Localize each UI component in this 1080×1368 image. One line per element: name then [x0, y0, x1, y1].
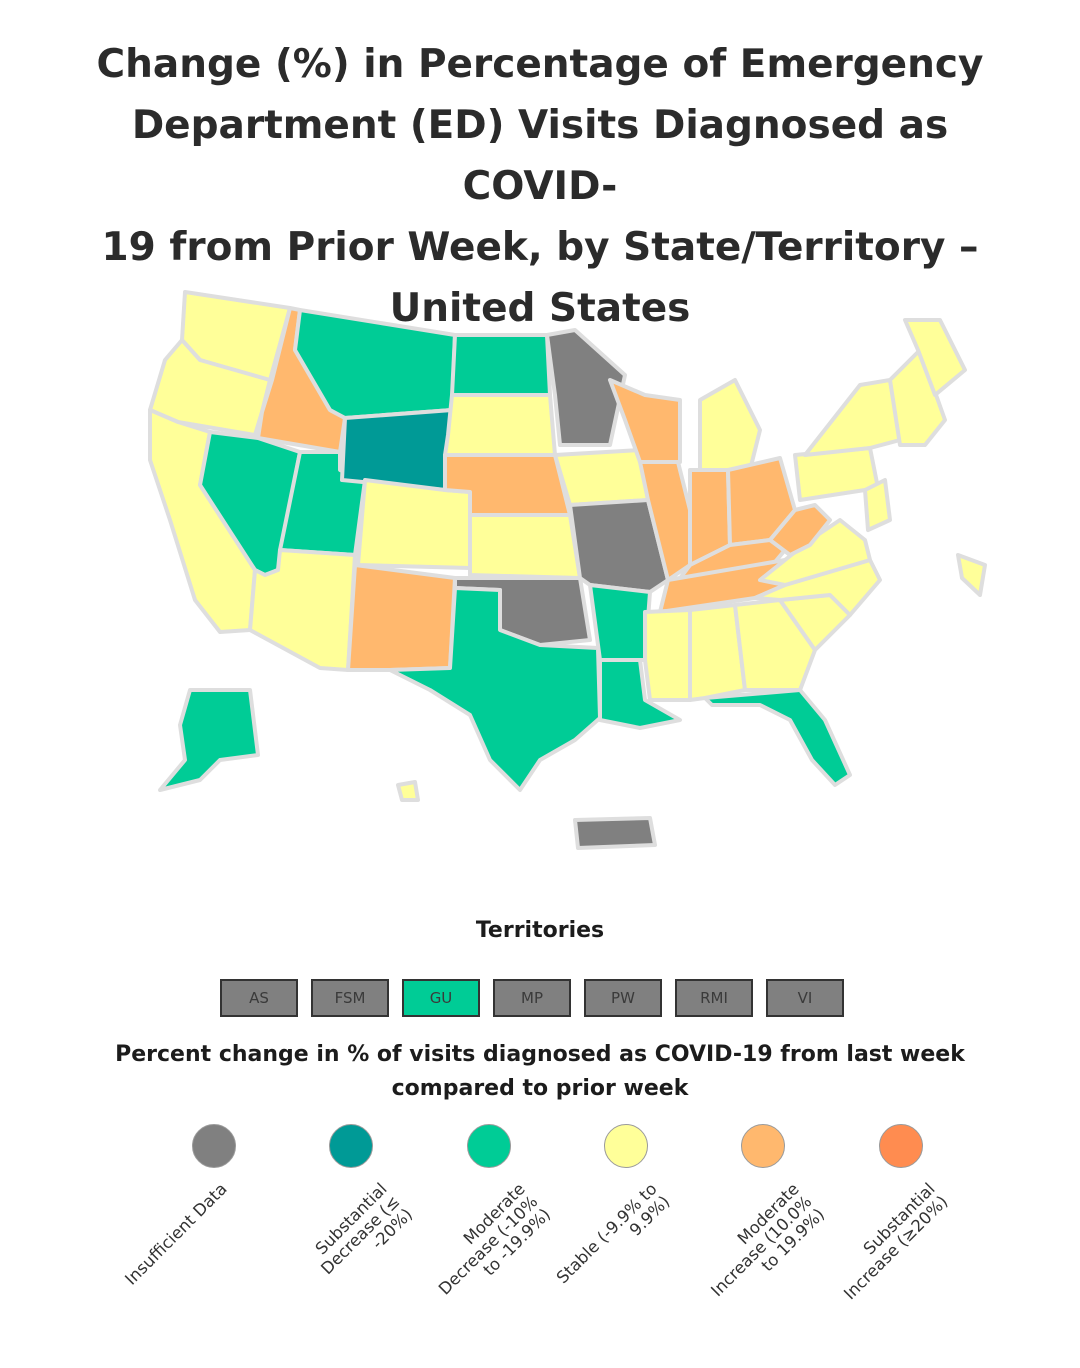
territory-pr: [573, 816, 657, 850]
territory-vi: [956, 553, 987, 597]
territory-box[interactable]: RMI: [675, 979, 753, 1017]
state-tx: [388, 586, 602, 792]
state-sd: [443, 393, 557, 457]
state-la: [598, 658, 682, 730]
chart-title: Change (%) in Percentage of Emergency De…: [80, 34, 1000, 339]
state-wv: [768, 503, 832, 557]
territory-box[interactable]: FSM: [311, 979, 389, 1017]
state-wy: [340, 408, 454, 492]
state-mi: [698, 378, 762, 472]
legend-swatch: [879, 1124, 923, 1168]
title-line: United States: [389, 286, 691, 331]
state-al: [688, 603, 747, 702]
territories-row: AS FSM GU MP PW RMI VI: [220, 979, 860, 1021]
state-new-england: [888, 348, 947, 447]
territory-box[interactable]: GU: [402, 979, 480, 1017]
state-nj-md: [863, 478, 892, 532]
territory-box[interactable]: PW: [584, 979, 662, 1017]
state-fl: [703, 688, 852, 787]
legend-swatch: [467, 1124, 511, 1168]
state-me: [903, 318, 967, 397]
legend-label: Insufficient Data: [121, 1179, 231, 1289]
territory-box[interactable]: MP: [493, 979, 571, 1017]
legend: Insufficient Data Substantial Decrease (…: [0, 1118, 1080, 1358]
title-line: 19 from Prior Week, by State/Territory –: [101, 225, 979, 270]
legend-swatch: [329, 1124, 373, 1168]
state-or: [148, 338, 272, 437]
title-line: Change (%) in Percentage of Emergency: [96, 42, 984, 87]
us-state-map: [148, 290, 987, 850]
state-ks: [468, 513, 582, 580]
legend-swatch: [741, 1124, 785, 1168]
legend-title-line: compared to prior week: [391, 1076, 689, 1101]
state-ny: [803, 378, 902, 457]
territory-box[interactable]: VI: [766, 979, 844, 1017]
state-ak: [158, 688, 260, 792]
state-nd: [450, 333, 552, 397]
title-line: Department (ED) Visits Diagnosed as COVI…: [131, 103, 949, 209]
state-hi: [396, 780, 420, 802]
state-mn: [545, 328, 627, 447]
legend-title-line: Percent change in % of visits diagnosed …: [115, 1042, 965, 1067]
state-ia: [553, 448, 650, 507]
state-ar: [588, 583, 652, 662]
legend-swatch: [192, 1124, 236, 1168]
state-ms: [643, 608, 692, 702]
territories-title: Territories: [475, 918, 605, 943]
state-co: [356, 478, 472, 570]
territory-box[interactable]: AS: [220, 979, 298, 1017]
state-nm: [346, 563, 457, 672]
legend-title: Percent change in % of visits diagnosed …: [90, 1038, 990, 1106]
legend-swatch: [604, 1124, 648, 1168]
